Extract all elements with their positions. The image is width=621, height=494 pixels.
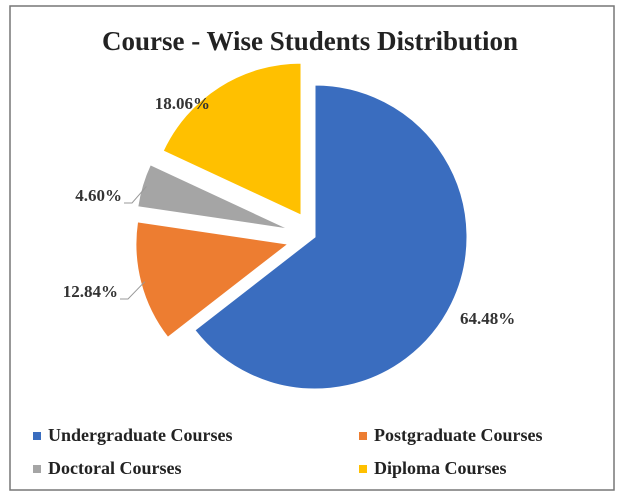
legend-swatch — [359, 465, 367, 473]
legend-label: Diploma Courses — [374, 458, 507, 478]
pie-slice — [194, 84, 468, 390]
legend-swatch — [33, 465, 41, 473]
pie-slice — [162, 62, 302, 216]
legend-label: Postgraduate Courses — [374, 425, 543, 445]
chart-title: Course - Wise Students Distribution — [102, 26, 518, 56]
legend-swatch — [359, 432, 367, 440]
legend-label: Doctoral Courses — [48, 458, 181, 478]
leader-line — [120, 281, 146, 300]
leader-line — [124, 186, 147, 204]
legend-swatch — [33, 432, 41, 440]
data-label: 12.84% — [63, 282, 118, 301]
data-label: 4.60% — [75, 186, 122, 205]
data-label: 18.06% — [155, 94, 210, 113]
pie-slice — [135, 221, 290, 339]
data-label: 64.48% — [460, 309, 515, 328]
legend-label: Undergraduate Courses — [48, 425, 233, 445]
pie-slice — [137, 164, 289, 230]
